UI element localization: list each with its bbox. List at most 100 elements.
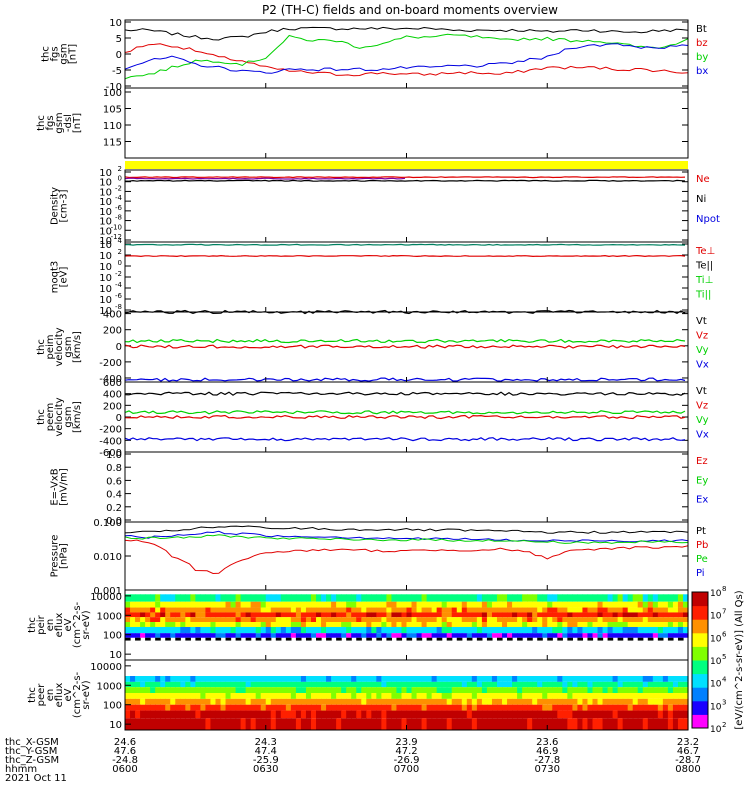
ion-spectrum-cell	[502, 594, 508, 602]
electron-spectrum-cell	[577, 681, 584, 688]
ion-spectrum-cell	[491, 612, 498, 618]
ion-spectrum-cell	[632, 617, 639, 623]
series-line-Ti⊥	[124, 243, 686, 246]
electron-spectrum-cell	[451, 693, 458, 699]
electron-spectrum-cell	[406, 698, 413, 705]
electron-spectrum-cell	[557, 693, 563, 699]
ion-spectrum-cell	[195, 594, 202, 602]
ion-spectrum-cell	[426, 601, 433, 608]
electron-spectrum-cell	[537, 710, 543, 719]
electron-spectrum-cell	[180, 693, 186, 699]
electron-spectrum-cell	[401, 718, 408, 730]
electron-spectrum-cell	[295, 681, 302, 688]
ion-spectrum-cell	[491, 633, 498, 638]
electron-spectrum-cell	[421, 687, 428, 694]
ion-spectrum-cell	[240, 617, 247, 623]
electron-spectrum-cell	[632, 687, 639, 694]
electron-spectrum-cell	[662, 704, 669, 711]
panel-peer: 10000100010010thcpeerenefluxeV(cm^2-s-sr…	[27, 659, 689, 731]
legend-Bt: Bt	[696, 24, 707, 35]
electron-spectrum-cell	[175, 698, 181, 705]
electron-spectrum-cell	[451, 681, 458, 688]
ion-spectrum-cell	[160, 633, 166, 638]
electron-spectrum-cell	[310, 704, 317, 711]
ion-spectrum-cell	[270, 612, 277, 618]
ion-spectrum-cell	[366, 607, 372, 613]
ion-spectrum-cell	[496, 607, 503, 613]
ion-spectrum-cell	[356, 622, 362, 627]
ion-spectrum-cell	[622, 633, 629, 638]
ion-spectrum-cell	[491, 622, 498, 627]
ion-spectrum-cell	[250, 617, 257, 623]
electron-spectrum-cell	[416, 693, 423, 699]
ion-spectrum-cell	[220, 617, 227, 623]
electron-spectrum-cell	[341, 681, 347, 688]
electron-spectrum-cell	[627, 704, 634, 711]
ion-spectrum-cell	[386, 612, 393, 618]
ion-spectrum-cell	[150, 607, 156, 613]
ion-spectrum-cell	[240, 622, 247, 627]
y-axis-label: -dsl	[63, 114, 74, 132]
electron-spectrum-cell	[411, 704, 418, 711]
footer-value: 47.2	[395, 746, 417, 757]
electron-spectrum-cell	[180, 687, 186, 694]
ion-spectrum-cell	[140, 607, 146, 613]
ion-spectrum-cell	[502, 622, 508, 627]
ion-spectrum-cell	[491, 607, 498, 613]
y-tick-label: 10	[99, 251, 112, 262]
ion-spectrum-cell	[200, 617, 207, 623]
ion-spectrum-cell	[617, 622, 624, 627]
electron-spectrum-cell	[346, 687, 352, 694]
electron-spectrum-cell	[336, 698, 342, 705]
y-tick-label: 10	[99, 178, 112, 189]
electron-spectrum-cell	[391, 698, 398, 705]
electron-spectrum-cell	[502, 693, 508, 699]
ion-spectrum-cell	[682, 633, 689, 638]
ion-spectrum-cell	[552, 612, 558, 618]
ion-spectrum-cell	[150, 626, 156, 634]
electron-spectrum-cell	[396, 681, 403, 688]
series-line-by	[124, 33, 689, 80]
y-axis-label: gsm	[63, 336, 74, 357]
ion-spectrum-cell	[275, 622, 282, 627]
ion-spectrum-cell	[677, 594, 684, 602]
ion-spectrum-cell	[647, 607, 654, 613]
electron-spectrum-cell	[597, 676, 604, 682]
ion-spectrum-cell	[421, 601, 428, 608]
y-tick-label: 10000	[90, 662, 122, 673]
electron-spectrum-cell	[426, 718, 433, 730]
ion-spectrum-cell	[331, 633, 337, 638]
series-line-bz	[124, 43, 689, 77]
ion-spectrum-cell	[592, 607, 599, 613]
electron-spectrum-cell	[552, 687, 558, 694]
ion-spectrum-cell	[421, 594, 428, 602]
electron-spectrum-cell	[210, 676, 217, 682]
ion-spectrum-cell	[280, 617, 287, 623]
electron-spectrum-cell	[471, 681, 478, 688]
y-axis-label: Density	[50, 187, 61, 225]
y-tick-label: 0	[116, 413, 122, 424]
ion-spectrum-cell	[547, 594, 553, 602]
electron-spectrum-cell	[622, 676, 629, 682]
ion-spectrum-cell	[295, 633, 302, 638]
electron-spectrum-cell	[275, 693, 282, 699]
electron-spectrum-cell	[517, 681, 523, 688]
legend-by: by	[696, 52, 708, 63]
y-tick-label-exponent: 4	[118, 237, 123, 245]
ion-spectrum-cell	[185, 633, 191, 638]
ion-spectrum-cell	[381, 594, 387, 602]
electron-spectrum-cell	[210, 704, 217, 711]
electron-spectrum-cell	[295, 718, 302, 730]
electron-spectrum-cell	[502, 718, 508, 730]
ion-spectrum-cell	[135, 626, 141, 634]
electron-spectrum-cell	[416, 681, 423, 688]
ion-spectrum-cell	[165, 607, 171, 613]
electron-spectrum-cell	[461, 693, 468, 699]
ion-spectrum-cell	[250, 594, 257, 602]
ion-spectrum-cell	[662, 594, 669, 602]
ion-spectrum-cell	[200, 612, 207, 618]
electron-spectrum-cell	[567, 693, 573, 699]
y-axis-label: moqt3	[50, 261, 61, 294]
ion-spectrum-cell	[557, 612, 563, 618]
